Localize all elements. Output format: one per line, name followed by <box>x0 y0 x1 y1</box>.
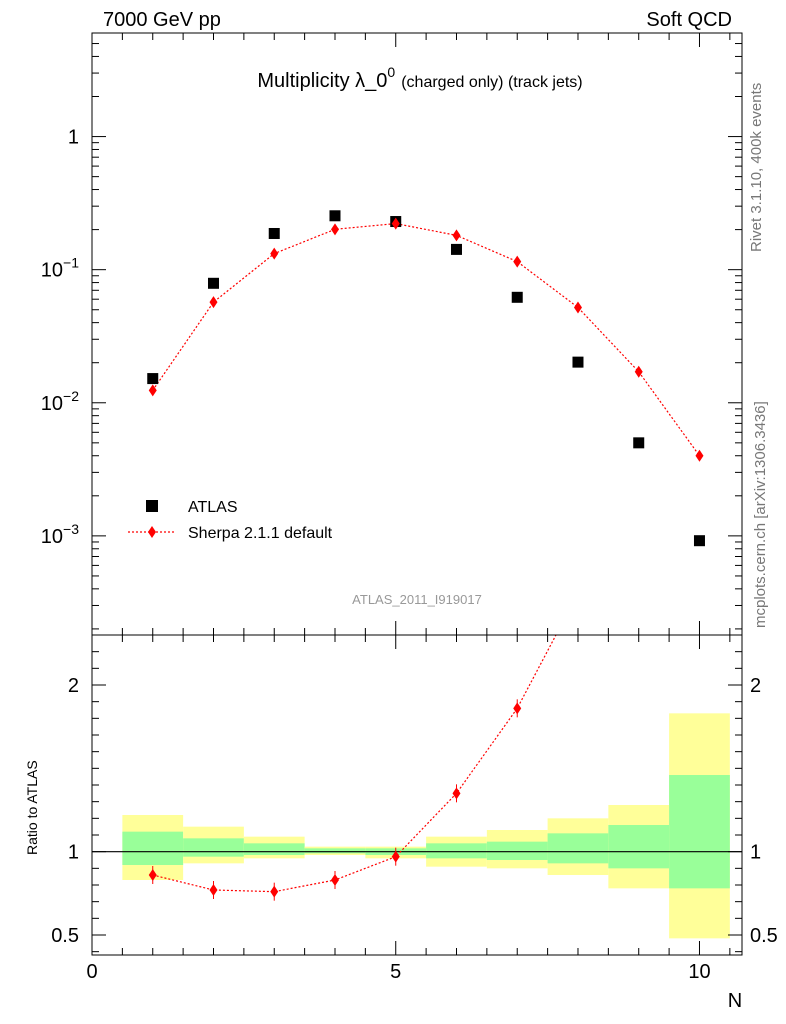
ratio-uncertainty-bands <box>92 713 742 939</box>
legend-mc-marker <box>148 526 156 538</box>
ratio-mc-series <box>148 587 582 901</box>
mc-line <box>152 222 700 457</box>
mc-data-point <box>330 223 339 236</box>
ratio-mc-point <box>209 884 218 896</box>
atlas-data-point <box>511 291 523 303</box>
ratio-y-tick-label-right: 1 <box>750 842 761 864</box>
atlas-data-point <box>450 243 462 255</box>
ratio-mc-point <box>330 874 339 886</box>
mcplots-url-label: mcplots.cern.ch [arXiv:1306.3436] <box>752 401 769 628</box>
atlas-data-point <box>633 437 645 449</box>
legend-atlas-label: ATLAS <box>188 499 238 516</box>
ratio-band-inner <box>669 775 730 889</box>
chart-title-main: Multiplicity λ_0 <box>257 70 387 92</box>
mc-data-point <box>695 449 704 462</box>
ratio-y-axis-label: Ratio to ATLAS <box>24 760 40 855</box>
ratio-band-inner <box>547 833 609 864</box>
atlas-data-point <box>207 277 219 289</box>
rivet-version-label: Rivet 3.1.10, 400k events <box>748 83 765 252</box>
y-tick-label: 10−1 <box>41 255 79 282</box>
mc-data-point <box>148 384 157 397</box>
header-energy-label: 7000 GeV pp <box>103 9 221 31</box>
mc-data-point <box>209 296 218 309</box>
ratio-mc-line <box>152 635 557 893</box>
ratio-band-inner <box>426 843 487 859</box>
legend-atlas-marker <box>146 500 158 512</box>
chart-title-suffix: (charged only) (track jets) <box>401 74 582 91</box>
ratio-band-inner <box>243 843 305 855</box>
ratio-mc-point <box>513 702 522 715</box>
ratio-band-inner <box>486 841 548 860</box>
mc-data-point <box>573 301 582 314</box>
ratio-band-inner <box>183 838 244 857</box>
mc-data-point <box>513 255 522 268</box>
analysis-watermark: ATLAS_2011_I919017 <box>352 592 482 607</box>
legend: ATLAS Sherpa 2.1.1 default <box>128 499 333 542</box>
ratio-band-inner <box>304 848 366 854</box>
mc-data-point <box>270 247 279 260</box>
axis-ticks <box>91 32 742 955</box>
x-axis-label: N <box>728 990 742 1012</box>
atlas-data-point <box>329 210 341 222</box>
mc-data-point <box>391 217 400 230</box>
ratio-y-tick-label-right: 0.5 <box>750 925 778 947</box>
ratio-mc-point <box>148 869 157 881</box>
atlas-data-point <box>693 535 705 547</box>
axis-tick-labels: 0 5 10 1 10−1 10−2 10−3 0.5 0.5 1 1 2 2 <box>41 127 778 983</box>
ratio-y-tick-label-left: 2 <box>68 675 79 697</box>
atlas-data-point <box>268 227 280 239</box>
ratio-mc-point <box>452 787 461 800</box>
ratio-mc-point <box>391 850 400 863</box>
header-process-label: Soft QCD <box>646 9 732 31</box>
ratio-y-tick-label-left: 0.5 <box>51 925 79 947</box>
y-tick-label: 10−3 <box>41 521 79 548</box>
ratio-mc-point <box>270 885 279 898</box>
ratio-y-tick-label-left: 1 <box>68 842 79 864</box>
ratio-mc-point <box>574 587 582 599</box>
x-tick-label: 5 <box>390 961 401 983</box>
ratio-band-inner <box>608 825 670 869</box>
main-series <box>147 210 705 547</box>
chart-title: Multiplicity λ_00 (charged only) (track j… <box>257 64 582 92</box>
legend-mc-label: Sherpa 2.1.1 default <box>188 525 333 542</box>
ratio-band-inner <box>122 831 184 865</box>
x-tick-label: 10 <box>688 961 710 983</box>
x-tick-label: 0 <box>86 961 97 983</box>
chart-title-superscript: 0 <box>387 64 395 80</box>
mc-data-point <box>452 229 461 242</box>
y-tick-label: 10−2 <box>41 388 79 415</box>
y-tick-label: 1 <box>68 127 79 149</box>
atlas-data-point <box>572 356 584 368</box>
ratio-y-tick-label-right: 2 <box>750 675 761 697</box>
main-panel-frame <box>91 32 743 636</box>
mc-data-point <box>634 365 643 378</box>
atlas-data-point <box>147 373 159 385</box>
ratio-panel-frame <box>91 634 743 956</box>
